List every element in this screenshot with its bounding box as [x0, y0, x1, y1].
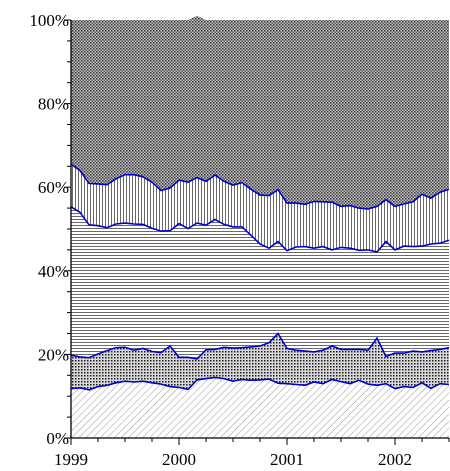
y-tick-label: 20%	[38, 345, 69, 364]
axes	[64, 19, 450, 445]
area-series-3	[71, 206, 449, 359]
area-layers	[71, 15, 449, 438]
area-series-2	[71, 333, 449, 390]
x-tick-label: 2000	[162, 450, 196, 469]
y-tick-label: 0%	[46, 429, 69, 448]
tick-labels: 0% 20% 40% 60% 80% 100% 1999 2000 2001 2002	[29, 11, 412, 469]
boundary-line-3	[70, 206, 450, 253]
area-series-1	[71, 377, 449, 438]
y-tick-label: 40%	[38, 262, 69, 281]
boundary-line-1	[70, 376, 450, 391]
y-tick-label: 100%	[29, 11, 69, 30]
area-series-4	[71, 164, 449, 252]
area-series-5	[71, 15, 449, 209]
series-boundary-lines	[70, 163, 450, 391]
y-tick-label: 80%	[38, 95, 69, 114]
y-tick-label: 60%	[38, 178, 69, 197]
x-tick-label: 1999	[54, 450, 88, 469]
boundary-line-4	[70, 163, 450, 210]
x-tick-label: 2002	[378, 450, 412, 469]
boundary-line-2	[70, 332, 450, 360]
x-tick-label: 2001	[270, 450, 304, 469]
